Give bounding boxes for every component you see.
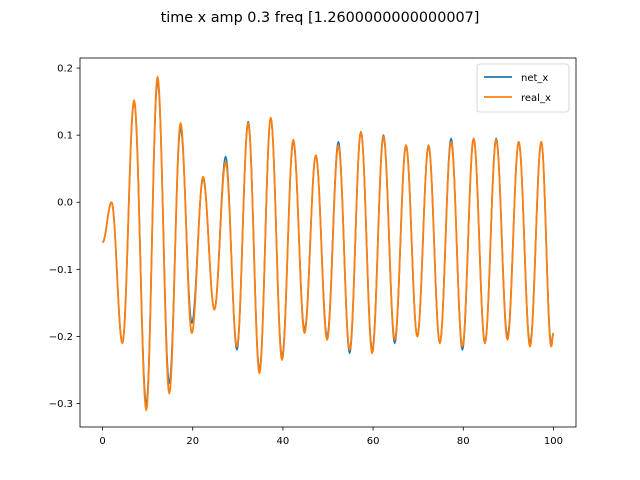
x-tick-label: 0 — [99, 436, 105, 447]
y-axis: −0.3 −0.2 −0.1 0.0 0.1 0.2 — [49, 64, 80, 410]
series-line-real_x — [101, 75, 555, 412]
y-tick-label: 0.2 — [57, 64, 73, 75]
x-axis: 0 20 40 60 80 100 — [99, 427, 563, 447]
series-layer — [101, 75, 555, 412]
x-tick-label: 40 — [277, 436, 290, 447]
plot-area — [79, 57, 577, 428]
x-tick-label: 80 — [457, 436, 470, 447]
legend: net_x real_x — [476, 63, 570, 113]
y-tick-label: −0.1 — [49, 265, 73, 276]
y-tick-label: 0.0 — [57, 198, 73, 209]
x-tick-label: 60 — [367, 436, 380, 447]
chart-title: time x amp 0.3 freq [1.2600000000000007] — [161, 10, 480, 26]
y-tick-label: 0.1 — [57, 131, 73, 142]
legend-label: net_x — [521, 73, 548, 84]
axes-frame — [79, 57, 577, 428]
legend-label: real_x — [521, 93, 551, 104]
x-tick-label: 20 — [186, 436, 199, 447]
y-tick-label: −0.2 — [49, 332, 73, 343]
legend-box — [476, 63, 570, 113]
y-tick-label: −0.3 — [49, 399, 73, 410]
x-tick-label: 100 — [544, 436, 563, 447]
